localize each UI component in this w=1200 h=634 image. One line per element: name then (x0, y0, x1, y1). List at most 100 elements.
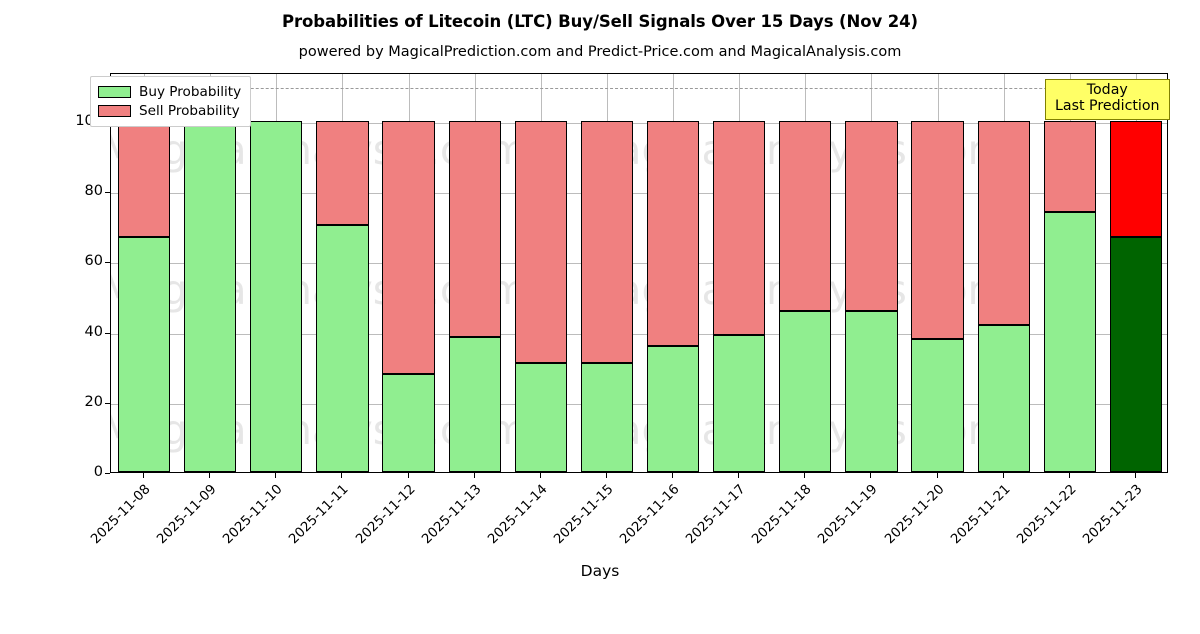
bar-group[interactable] (316, 74, 369, 472)
bar-segment-sell[interactable] (580, 121, 634, 364)
plot-area: MagicalAnalysis.comMagicalAnalysis.comMa… (110, 73, 1168, 473)
bar-segment-sell[interactable] (1109, 121, 1163, 237)
y-tick-mark (105, 402, 110, 404)
bar-group[interactable] (977, 74, 1030, 472)
x-tick-label: 2025-11-14 (485, 482, 551, 548)
bar-segment-buy[interactable] (646, 345, 700, 472)
x-tick-label: 2025-11-15 (551, 482, 617, 548)
x-tick-label: 2025-11-17 (683, 482, 749, 548)
bar-segment-sell[interactable] (514, 121, 567, 364)
bar-segment-buy[interactable] (448, 336, 501, 472)
bar-segment-buy[interactable] (514, 363, 567, 472)
y-tick-label: 0 (93, 464, 103, 480)
x-tick-mark (473, 473, 475, 478)
x-tick-mark (1068, 473, 1070, 478)
bar-segment-sell[interactable] (911, 121, 964, 339)
legend-swatch (98, 85, 131, 98)
bar-group[interactable] (646, 74, 700, 472)
x-tick-mark (672, 473, 674, 478)
chart-title: Probabilities of Litecoin (LTC) Buy/Sell… (282, 12, 918, 31)
x-tick-label: 2025-11-20 (881, 482, 948, 548)
bar-segment-sell[interactable] (316, 121, 369, 225)
legend-label: Buy Probability (139, 83, 242, 100)
bar-segment-sell[interactable] (713, 121, 766, 336)
gridline-horizontal (111, 403, 1167, 405)
x-tick-mark (539, 473, 541, 478)
bar-group[interactable] (382, 74, 435, 472)
bar-segment-sell[interactable] (382, 121, 435, 374)
x-tick-mark (341, 473, 343, 478)
y-tick-mark (105, 192, 110, 194)
chart-subtitle: powered by MagicalPrediction.com and Pre… (298, 44, 902, 60)
x-tick-label: 2025-11-23 (1080, 482, 1146, 548)
bar-segment-sell[interactable] (448, 121, 501, 337)
x-tick-label: 2025-11-16 (617, 482, 683, 548)
chart-figure: Probabilities of Litecoin (LTC) Buy/Sell… (75, 12, 1170, 580)
legend-label: Sell Probability (139, 102, 240, 119)
x-tick-label: 2025-11-09 (154, 482, 220, 548)
bar-segment-buy[interactable] (911, 338, 964, 472)
gridline-horizontal (111, 123, 1167, 125)
bar-group[interactable] (779, 74, 832, 472)
bar-group[interactable] (448, 74, 501, 472)
bar-group[interactable] (580, 74, 634, 472)
chart-legend: Buy Probability Sell Probability (90, 76, 252, 127)
bar-segment-sell[interactable] (1043, 121, 1096, 213)
x-tick-label: 2025-11-13 (419, 482, 485, 548)
x-tick-mark (936, 473, 938, 478)
bar-segment-sell[interactable] (977, 121, 1030, 325)
legend-item[interactable]: Sell Probability (98, 101, 241, 120)
x-tick-label: 2025-11-19 (815, 482, 882, 548)
bar-segment-buy[interactable] (713, 335, 766, 472)
y-tick-label: 20 (84, 393, 103, 410)
x-tick-mark (870, 473, 872, 478)
bar-segment-buy[interactable] (779, 310, 832, 472)
bar-group[interactable] (514, 74, 567, 472)
x-tick-mark (407, 473, 409, 478)
bar-segment-buy[interactable] (184, 121, 237, 472)
x-tick-mark (804, 473, 806, 478)
today-annotation-line2: Last Prediction (1055, 97, 1160, 114)
bar-group[interactable] (713, 74, 766, 472)
x-tick-mark (1134, 473, 1136, 478)
legend-item[interactable]: Buy Probability (98, 82, 241, 101)
y-tick-mark (105, 332, 110, 334)
bar-group[interactable] (911, 74, 964, 472)
bar-segment-buy[interactable] (977, 324, 1030, 472)
bar-group[interactable] (1109, 74, 1163, 472)
bar-segment-buy[interactable] (250, 121, 303, 472)
x-tick-label: 2025-11-22 (1014, 482, 1080, 548)
y-tick-label: 40 (84, 323, 103, 340)
bar-segment-buy[interactable] (1043, 212, 1096, 472)
x-tick-mark (605, 473, 607, 478)
gridline-horizontal (111, 263, 1167, 265)
bar-segment-sell[interactable] (646, 121, 700, 346)
bar-segment-buy[interactable] (1109, 236, 1163, 472)
today-annotation: Today Last Prediction (1045, 79, 1170, 120)
bar-group[interactable] (184, 74, 237, 472)
bar-segment-sell[interactable] (117, 121, 171, 237)
x-tick-mark (209, 473, 211, 478)
bar-segment-buy[interactable] (316, 224, 369, 472)
y-tick-label: 80 (84, 183, 103, 200)
bar-segment-sell[interactable] (845, 121, 898, 311)
bar-segment-buy[interactable] (845, 310, 898, 472)
x-tick-mark (275, 473, 277, 478)
bar-segment-buy[interactable] (117, 236, 171, 472)
bar-group[interactable] (1043, 74, 1096, 472)
reference-line (111, 88, 1167, 90)
bar-group[interactable] (845, 74, 898, 472)
x-tick-mark (143, 473, 145, 478)
bar-group[interactable] (117, 74, 171, 472)
gridline-horizontal (111, 333, 1167, 335)
bar-segment-buy[interactable] (382, 373, 435, 472)
x-tick-label: 2025-11-11 (286, 482, 353, 548)
y-tick-label: 60 (84, 253, 103, 270)
today-annotation-line1: Today (1086, 82, 1128, 98)
y-tick-mark (105, 262, 110, 264)
bar-segment-buy[interactable] (580, 363, 634, 472)
x-tick-mark (738, 473, 740, 478)
y-tick-mark (105, 473, 110, 474)
bar-group[interactable] (250, 74, 303, 472)
bar-segment-sell[interactable] (779, 121, 832, 311)
